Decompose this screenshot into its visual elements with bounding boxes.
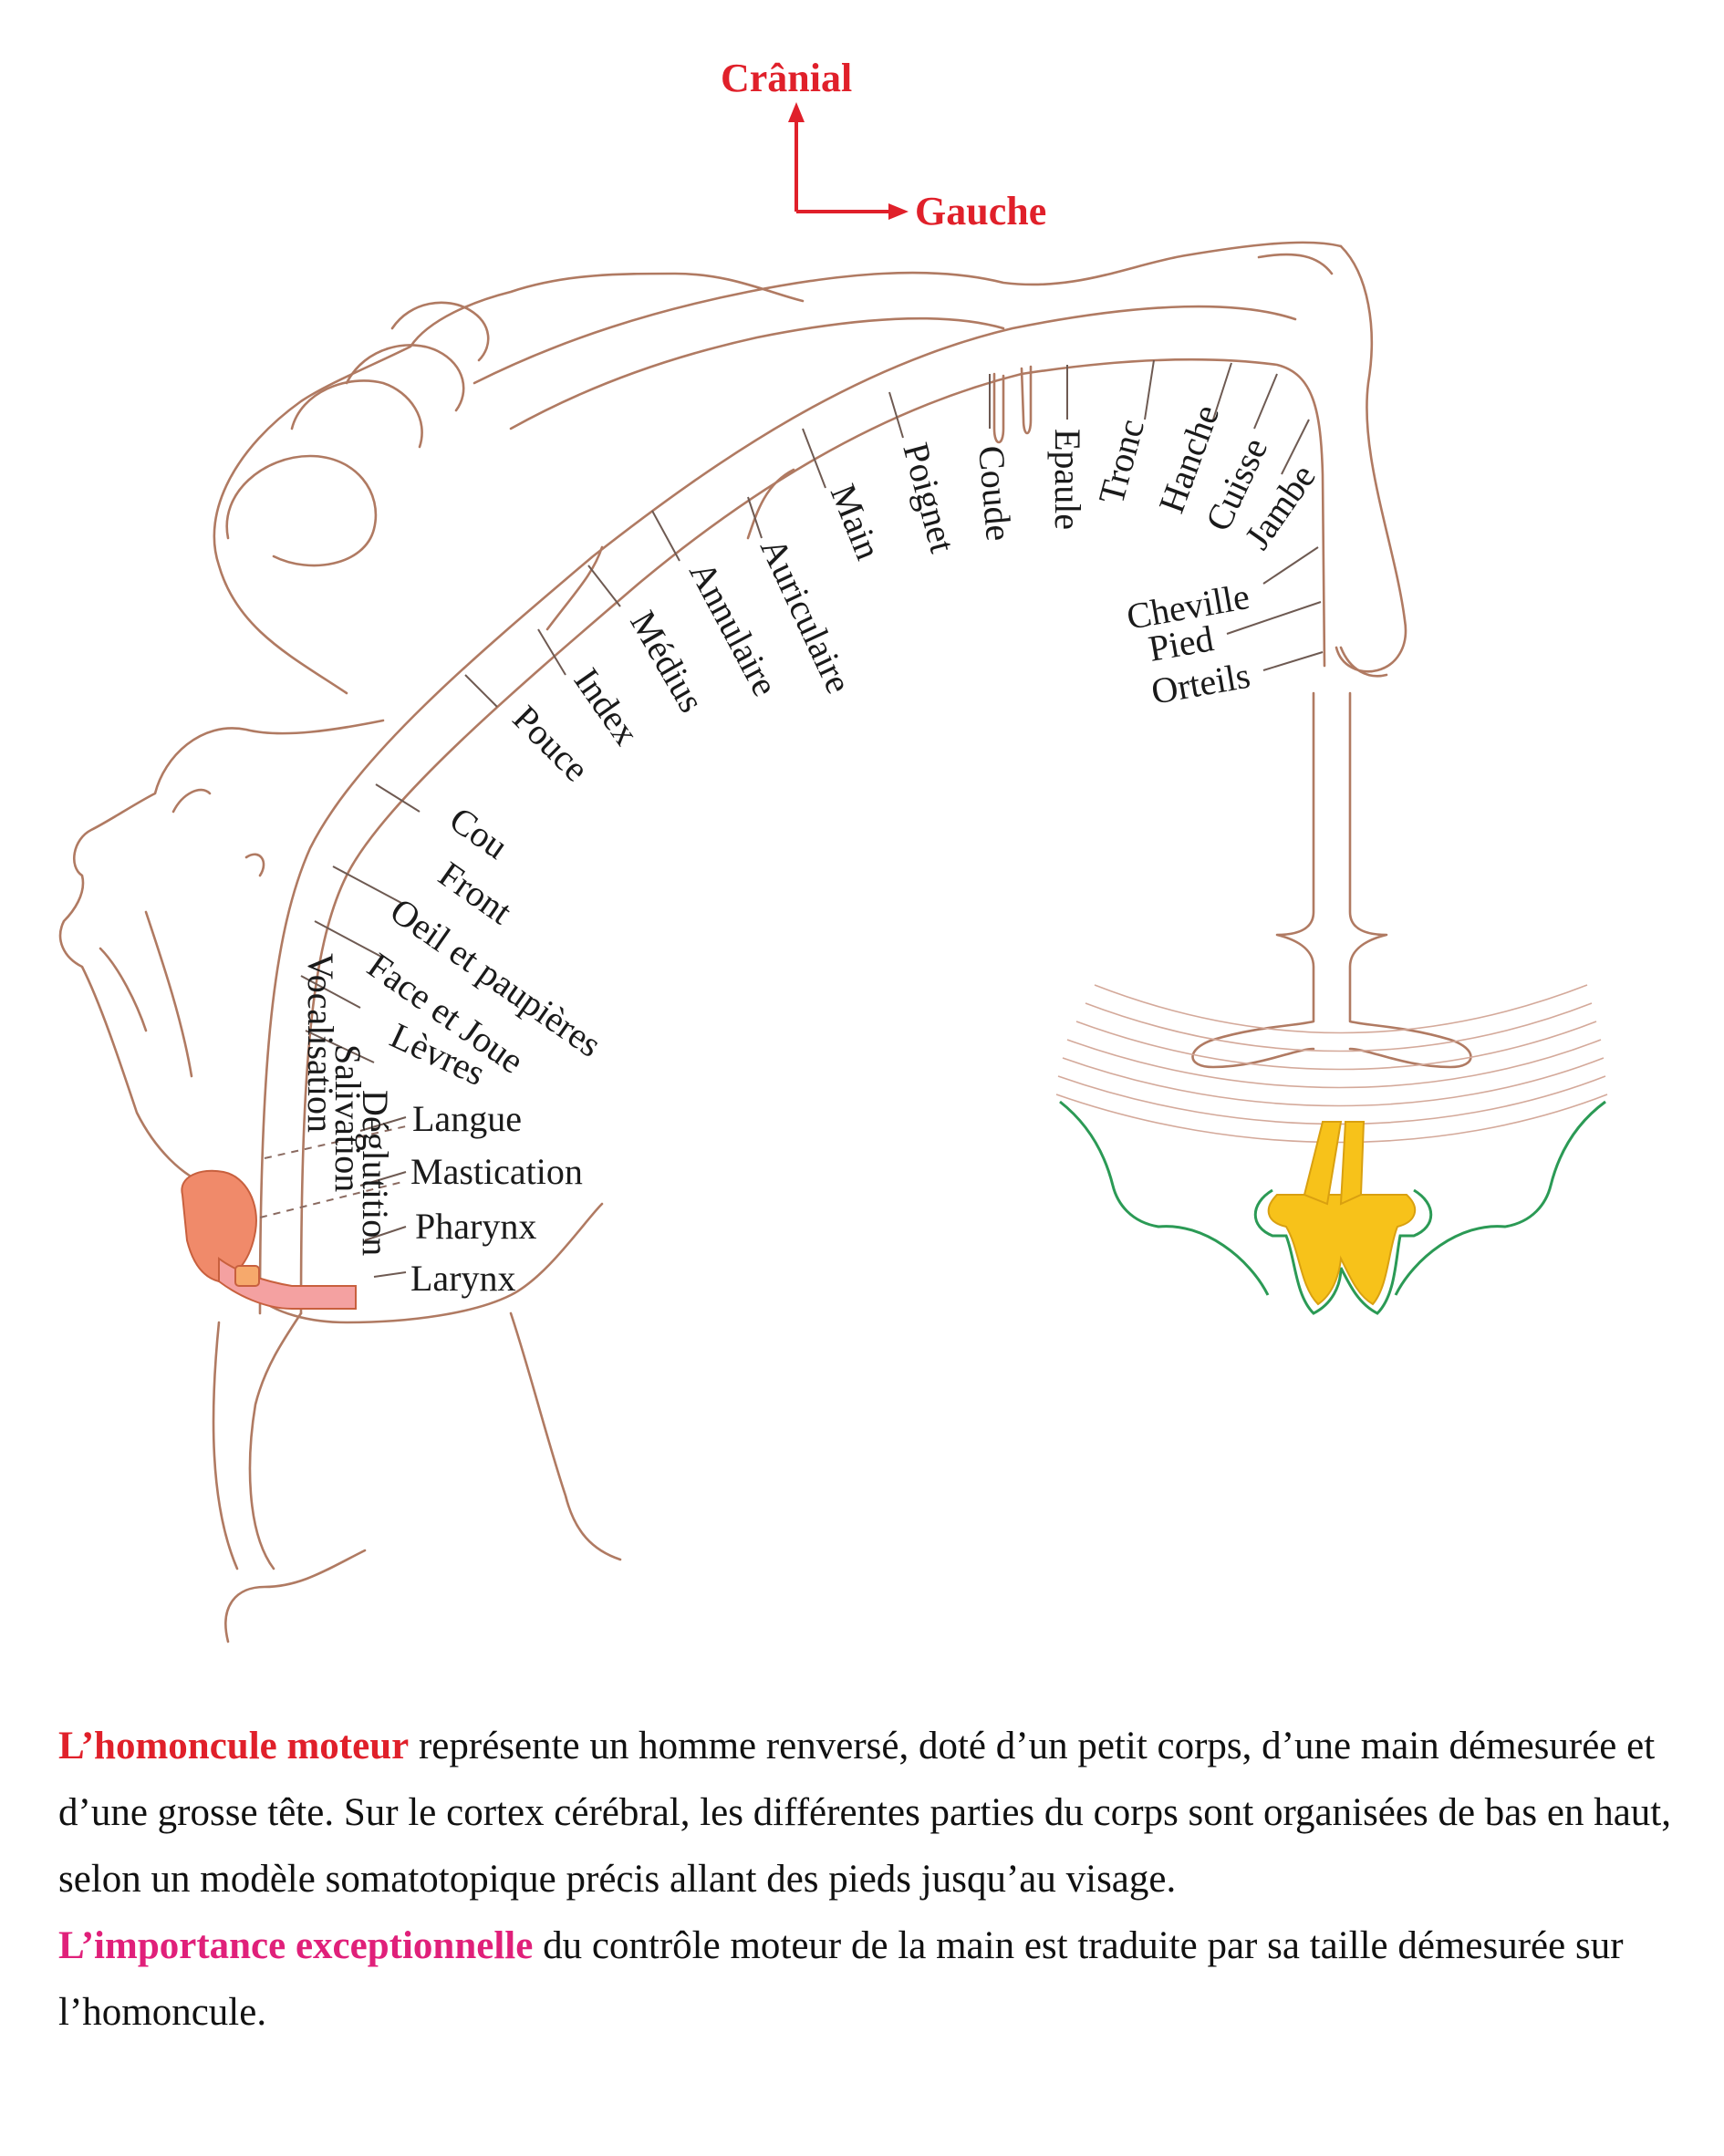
body-part-labels: Cou Front Oeil et paupières Face et Joue… xyxy=(300,399,1324,1299)
label-poignet: Poignet xyxy=(895,439,963,557)
caption: L’homoncule moteur représente un homme r… xyxy=(58,1713,1691,2046)
cortex-section xyxy=(1055,984,1608,1315)
label-langue: Langue xyxy=(412,1098,522,1139)
label-mastication: Mastication xyxy=(410,1151,583,1192)
caption-text-1: représente un homme renversé, doté d’un … xyxy=(58,1725,1671,1901)
left-label: Gauche xyxy=(915,189,1046,233)
arrow-right-icon xyxy=(888,203,909,220)
label-index: Index xyxy=(566,660,648,751)
caption-highlight-1: L’homoncule moteur xyxy=(58,1725,410,1767)
caption-paragraph-1: L’homoncule moteur représente un homme r… xyxy=(58,1713,1691,1912)
arrow-up-icon xyxy=(788,102,805,122)
homunculus-outline xyxy=(58,241,1472,1643)
motor-homunculus-diagram: Crânial Gauche xyxy=(58,56,1608,1643)
label-coude: Coude xyxy=(971,444,1020,543)
label-main: Main xyxy=(823,479,889,565)
caption-text-2: du contrôle moteur de la main est tradui… xyxy=(58,1924,1624,2034)
label-larynx: Larynx xyxy=(410,1258,516,1299)
caption-paragraph-2: L’importance exceptionnelle du contrôle … xyxy=(58,1912,1691,2046)
tongue-larynx xyxy=(181,1169,357,1310)
label-pharynx: Pharynx xyxy=(415,1206,536,1247)
label-leaders xyxy=(259,359,1324,1278)
cranial-label: Crânial xyxy=(721,56,852,100)
label-pouce: Pouce xyxy=(505,698,597,790)
label-epaule: Epaule xyxy=(1047,429,1088,530)
label-tronc: Tronc xyxy=(1090,415,1152,509)
label-deglutition: Déglutition xyxy=(355,1090,396,1256)
caption-highlight-2: L’importance exceptionnelle xyxy=(58,1924,534,1967)
label-salivation: Salivation xyxy=(327,1044,369,1192)
orientation-indicator: Crânial Gauche xyxy=(721,56,1046,233)
label-vocalisation: Vocalisation xyxy=(300,953,341,1133)
label-medius: Médius xyxy=(622,604,712,719)
